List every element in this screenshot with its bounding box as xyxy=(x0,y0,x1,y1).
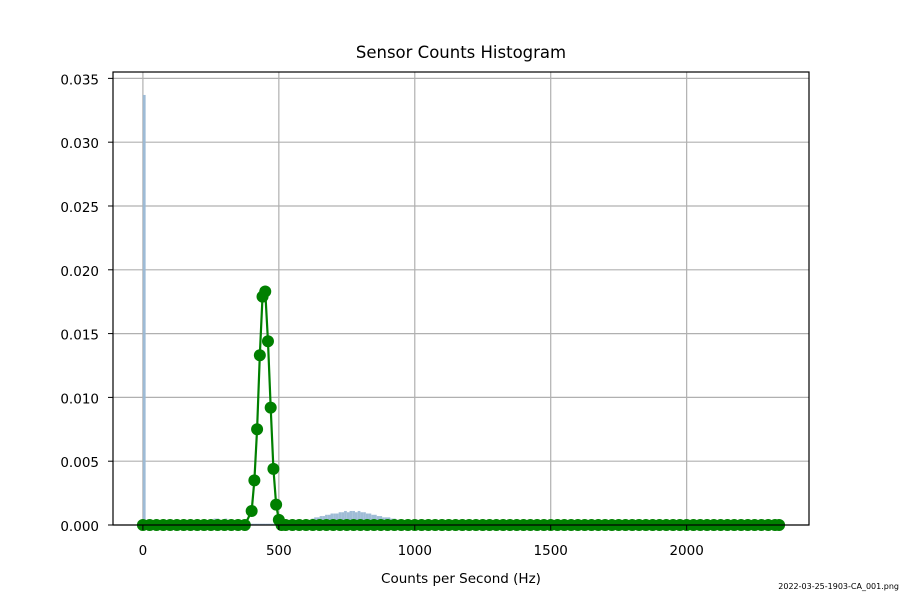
y-axis: 0.000 0.005 0.010 0.015 0.020 0.025 0.030 0.035 xyxy=(60,72,113,535)
chart-title: Sensor Counts Histogram xyxy=(356,43,566,62)
plot-frame xyxy=(112,71,810,526)
histogram-bar xyxy=(338,512,342,525)
y-tick-label: 0.025 xyxy=(60,200,99,216)
histogram-bar xyxy=(273,523,277,525)
y-tick-label: 0.020 xyxy=(60,264,99,280)
histogram-bar xyxy=(267,523,271,525)
histogram-bar xyxy=(341,512,345,525)
x-tick-label: 2000 xyxy=(669,543,703,559)
histogram-bar xyxy=(363,512,366,525)
histogram-bar xyxy=(254,523,258,525)
y-tick-label: 0.030 xyxy=(60,136,99,152)
histogram-bar xyxy=(368,513,372,525)
histogram-bar xyxy=(259,523,263,525)
series-point xyxy=(253,349,266,362)
histogram-bar xyxy=(346,512,350,525)
series-point xyxy=(248,474,261,487)
x-tick-label: 0 xyxy=(139,543,148,559)
x-tick-label: 1500 xyxy=(534,543,568,559)
series-point xyxy=(259,285,272,298)
x-axis: 0 500 1000 1500 2000 xyxy=(139,525,704,559)
x-tick-label: 500 xyxy=(266,543,292,559)
histogram-bar xyxy=(354,512,358,525)
series-point xyxy=(267,462,280,475)
x-tick-label: 1000 xyxy=(398,543,432,559)
histogram-bar xyxy=(270,523,274,525)
histogram-bar xyxy=(142,94,146,525)
histogram-bar xyxy=(257,523,260,525)
histogram-bar xyxy=(352,510,355,525)
series-point xyxy=(270,498,283,511)
series-point xyxy=(261,335,274,348)
histogram-bar xyxy=(357,510,361,525)
filename-footnote: 2022-03-25-1903-CA_001.png xyxy=(778,582,899,591)
y-tick-label: 0.010 xyxy=(60,391,99,407)
y-tick-label: 0.000 xyxy=(60,519,99,535)
histogram-bar xyxy=(251,523,255,525)
y-tick-label: 0.035 xyxy=(60,72,99,88)
y-tick-label: 0.015 xyxy=(60,328,99,344)
histogram-bar xyxy=(349,510,353,525)
series-point xyxy=(264,401,277,414)
series-point xyxy=(245,504,258,517)
y-tick-label: 0.005 xyxy=(60,455,99,471)
histogram-bar xyxy=(265,523,268,525)
series-point xyxy=(251,423,264,436)
histogram-bar xyxy=(344,510,347,525)
histogram-bar xyxy=(360,512,364,525)
histogram-bar xyxy=(262,523,266,525)
histogram-bar xyxy=(335,513,339,525)
x-axis-label: Counts per Second (Hz) xyxy=(381,571,541,587)
